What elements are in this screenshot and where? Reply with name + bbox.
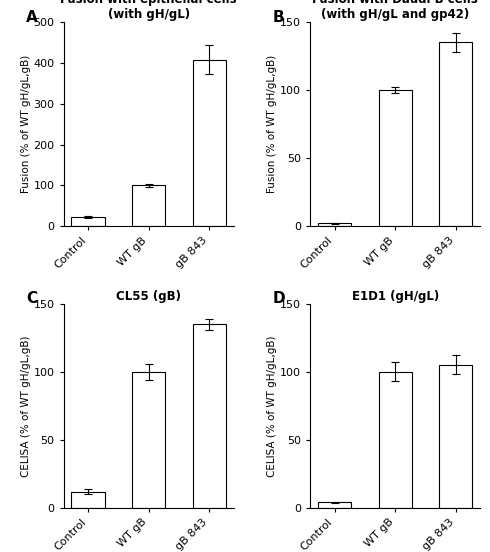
Bar [72, 217, 105, 226]
Bar [193, 60, 226, 226]
Bar [379, 372, 412, 508]
Bar [72, 491, 105, 508]
Title: E1D1 (gH/gL): E1D1 (gH/gL) [351, 290, 439, 302]
Bar [132, 185, 165, 226]
Title: Fusion with Daudi B cells
(with gH/gL and gp42): Fusion with Daudi B cells (with gH/gL an… [312, 0, 478, 21]
Bar [439, 365, 472, 508]
Title: CL55 (gB): CL55 (gB) [116, 290, 181, 302]
Bar [439, 43, 472, 226]
Bar [132, 372, 165, 508]
Bar [318, 224, 351, 226]
Y-axis label: Fusion (% of WT gH/gL,gB): Fusion (% of WT gH/gL,gB) [21, 55, 31, 193]
Text: D: D [273, 291, 285, 306]
Bar [193, 324, 226, 508]
Y-axis label: CELISA (% of WT gH/gL,gB): CELISA (% of WT gH/gL,gB) [21, 335, 31, 476]
Text: A: A [26, 10, 38, 25]
Bar [318, 502, 351, 508]
Y-axis label: Fusion (% of WT gH/gL,gB): Fusion (% of WT gH/gL,gB) [268, 55, 277, 193]
Y-axis label: CELISA (% of WT gH/gL,gB): CELISA (% of WT gH/gL,gB) [268, 335, 277, 476]
Text: B: B [273, 10, 284, 25]
Title: Fusion with epithelial cells
(with gH/gL): Fusion with epithelial cells (with gH/gL… [60, 0, 237, 21]
Text: C: C [26, 291, 37, 306]
Bar [379, 90, 412, 226]
